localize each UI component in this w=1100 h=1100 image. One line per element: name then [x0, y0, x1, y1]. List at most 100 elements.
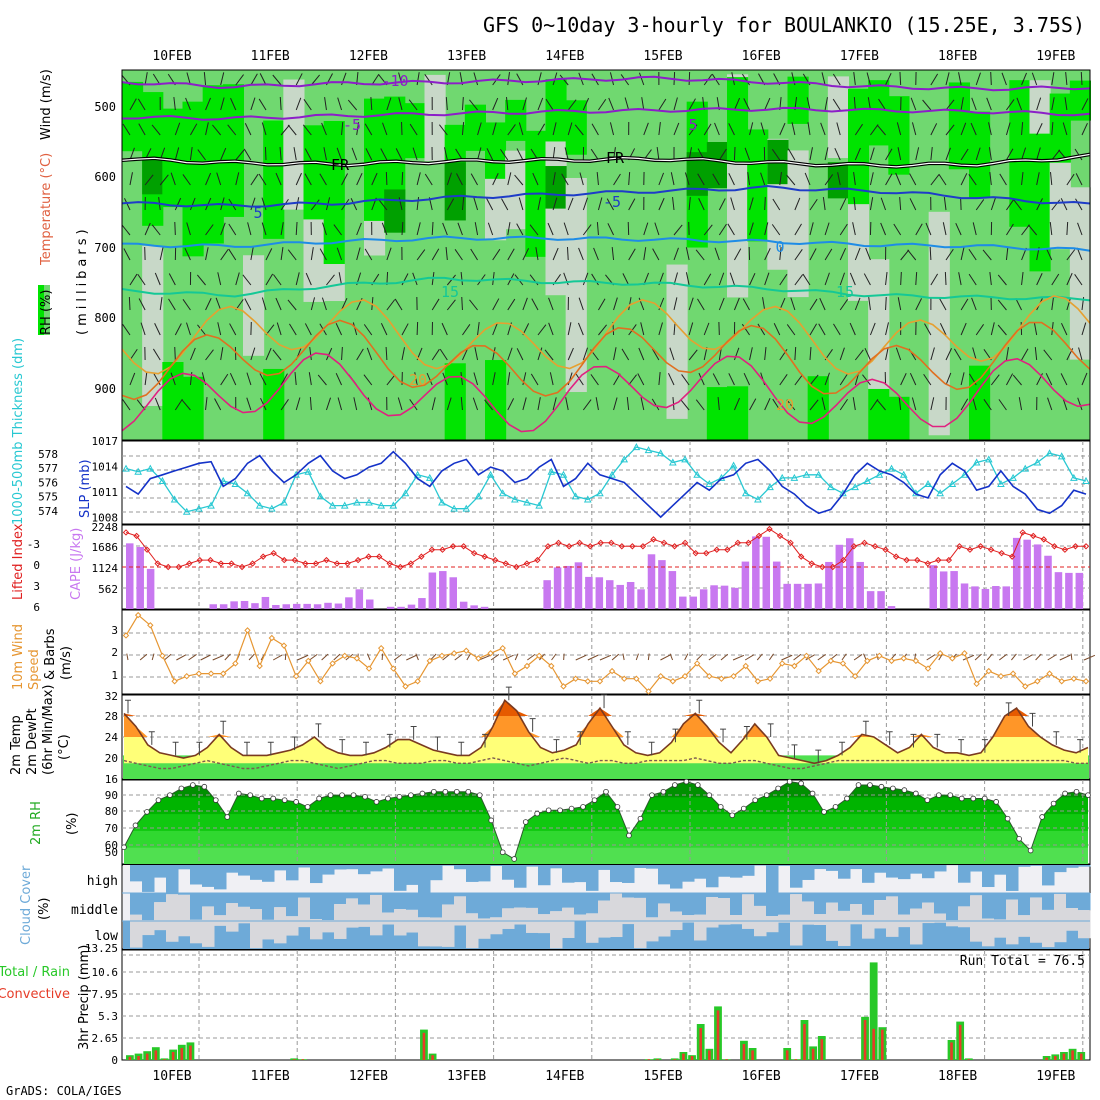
- cloud-gap-column: [970, 895, 983, 921]
- upper-wind-barb: [507, 222, 511, 236]
- upper-wind-barb: [381, 222, 388, 236]
- cloud-gap-column: [574, 914, 587, 921]
- lifted-index-marker: [323, 556, 330, 564]
- upper-wind-barb: [457, 222, 463, 236]
- upper-wind-barb: [688, 197, 691, 211]
- upper-wind-barb: [613, 173, 621, 186]
- upper-wind-barb: [325, 347, 333, 361]
- upper-wind-barb: [552, 247, 559, 261]
- upper-wind-barb: [895, 172, 902, 186]
- rh-marker: [293, 799, 299, 805]
- cloud-gap-column: [598, 900, 611, 921]
- cloud-cover-column: [622, 865, 635, 883]
- cloud-gap-column: [586, 913, 599, 921]
- lifted-index-marker: [776, 532, 784, 540]
- rh-band: [124, 830, 1088, 848]
- precip-tick: 10.6: [92, 966, 119, 979]
- upper-wind-barb: [174, 346, 176, 361]
- upper-wind-barb: [445, 247, 448, 261]
- contour-label: 5: [253, 204, 262, 222]
- rh-marker: [327, 792, 334, 798]
- cloud-gap-column: [1054, 893, 1067, 921]
- rh-bright-patch: [948, 82, 970, 170]
- cloud-cover-column: [934, 865, 947, 872]
- cape-bar: [1023, 539, 1031, 609]
- upper-wind-barb: [582, 97, 590, 111]
- upper-wind-barb: [537, 123, 546, 136]
- upper-wind-barb: [852, 222, 856, 236]
- cloud-cover-column: [478, 865, 491, 882]
- cloud-cover-column: [622, 893, 635, 898]
- rh-bright-patch: [323, 120, 345, 265]
- rh-bright-patch: [263, 120, 285, 239]
- upper-wind-barb: [832, 98, 841, 111]
- upper-wind-barb: [869, 172, 874, 186]
- upper-wind-barb: [989, 272, 992, 286]
- upper-wind-barb: [638, 347, 645, 361]
- thickness-marker: [195, 504, 203, 512]
- rh-marker: [798, 780, 804, 787]
- upper-wind-barb: [356, 348, 364, 361]
- rh-marker: [936, 792, 942, 798]
- wind-speed-marker: [426, 657, 434, 665]
- upper-wind-barb: [461, 296, 463, 311]
- upper-wind-barb: [911, 397, 917, 411]
- upper-wind-barb: [337, 397, 343, 411]
- thickness-marker: [425, 473, 434, 481]
- wind-speed-marker: [487, 650, 494, 657]
- wind-speed-marker: [888, 657, 895, 665]
- cloud-cover-column: [814, 921, 827, 926]
- rh-bright-patch: [787, 76, 809, 124]
- upper-wind-barb: [582, 272, 589, 286]
- lifted-index-marker: [122, 529, 130, 536]
- wind-speed-marker: [657, 672, 664, 680]
- upper-wind-barb: [565, 397, 569, 411]
- contour-label: 20: [776, 396, 794, 414]
- upper-wind-barb: [144, 222, 151, 236]
- cloud-cover-column: [670, 921, 683, 931]
- lifted-index-marker: [196, 556, 204, 564]
- upper-wind-barb: [341, 346, 343, 361]
- upper-wind-barb: [341, 122, 344, 136]
- rh-light-patch: [787, 150, 809, 298]
- contour-label: -5: [603, 193, 621, 211]
- upper-wind-barb: [809, 298, 818, 311]
- upper-wind-barb: [261, 222, 267, 236]
- upper-wind-barb: [703, 123, 712, 136]
- rh-marker: [499, 849, 506, 856]
- upper-wind-barb: [818, 323, 826, 336]
- upper-wind-barb: [1075, 198, 1083, 211]
- cape-bar: [324, 602, 332, 609]
- top-date-axis: 10FEB 11FEB 12FEB 13FEB 14FEB 15FEB 16FEB 17FEB…: [152, 49, 1075, 64]
- upper-wind-barb: [986, 97, 992, 111]
- cloud-cover-column: [622, 921, 635, 925]
- upper-wind-barb: [242, 274, 252, 286]
- rh-marker: [878, 783, 885, 790]
- cloud-cover-column: [214, 893, 227, 916]
- upper-wind-barb: [469, 99, 478, 111]
- cloud-cover-column: [262, 921, 275, 940]
- temp-tick: 16: [105, 773, 118, 786]
- cloud-gap-column: [490, 917, 503, 921]
- wind-speed-marker: [365, 665, 373, 672]
- upper-wind-barb: [456, 173, 463, 186]
- cloud-cover-column: [994, 921, 1007, 938]
- upper-wind-barb: [733, 146, 736, 161]
- lifted-index-marker: [819, 563, 826, 571]
- upper-wind-barb: [915, 147, 920, 161]
- upper-wind-barb: [1051, 297, 1055, 311]
- upper-wind-barb: [304, 148, 312, 161]
- cloud-cover-column: [754, 865, 767, 866]
- upper-wind-barb: [1051, 322, 1054, 336]
- upper-wind-barb: [598, 98, 607, 111]
- bottom-date-label: 11FEB: [251, 1069, 290, 1084]
- cloud-cover-column: [910, 893, 923, 909]
- thickness-marker: [790, 473, 799, 481]
- bottom-date-label: 15FEB: [643, 1069, 682, 1084]
- upper-wind-barb: [609, 122, 615, 136]
- lifted-index-marker: [808, 560, 815, 567]
- upper-wind-barb: [235, 149, 245, 161]
- thickness-marker: [1070, 473, 1078, 481]
- upper-wind-barb: [1036, 123, 1043, 136]
- upper-wind-barb: [446, 274, 456, 286]
